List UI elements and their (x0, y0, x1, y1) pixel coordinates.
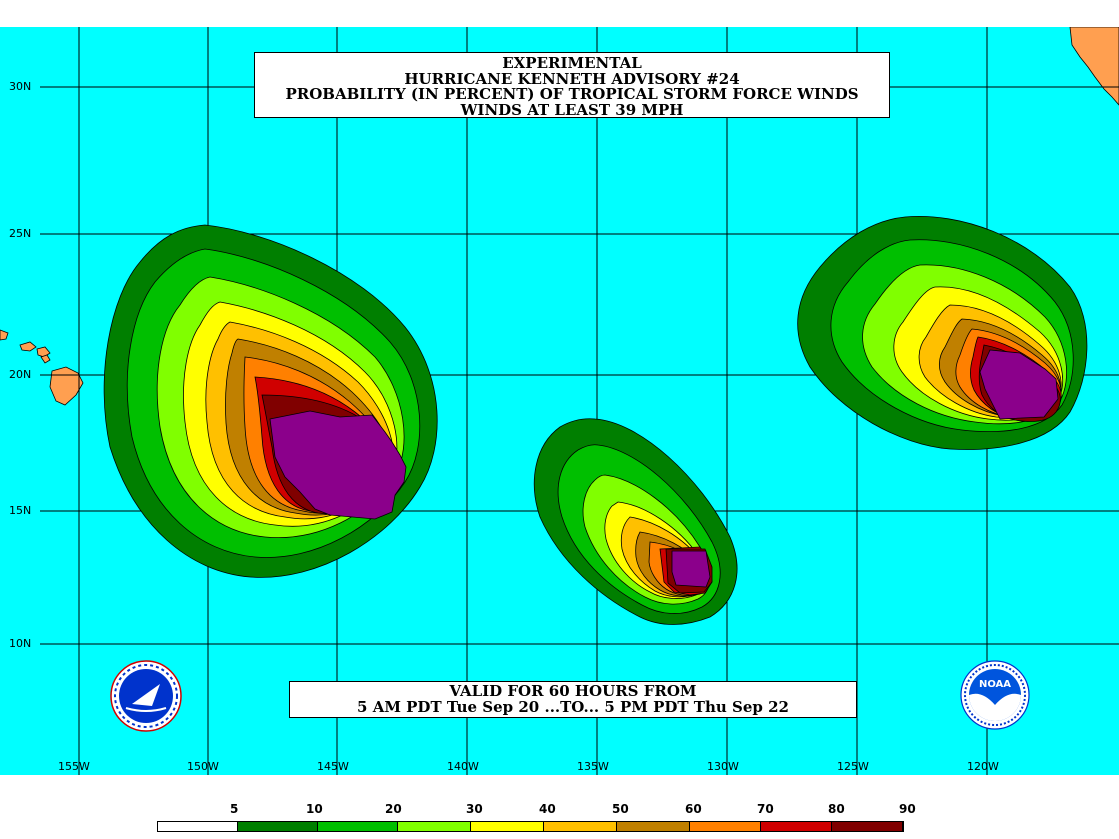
lat-label-10n: 10N (9, 637, 32, 650)
legend-value-60: 60 (685, 802, 702, 816)
probability-map (0, 27, 1119, 775)
lon-label-135w: 135W (577, 760, 609, 773)
valid-period-box: VALID FOR 60 HOURS FROM 5 AM PDT Tue Sep… (289, 681, 857, 718)
swath-east (797, 215, 1088, 450)
legend-swatch-4 (471, 822, 544, 831)
lon-label-125w: 125W (837, 760, 869, 773)
legend-value-80: 80 (828, 802, 845, 816)
legend-swatch-1 (238, 822, 318, 831)
noaa-logo: NOAA (960, 660, 1030, 730)
legend-value-70: 70 (757, 802, 774, 816)
lat-label-20n: 20N (9, 368, 32, 381)
legend-color-bar (157, 821, 904, 832)
legend-value-90: 90 (899, 802, 916, 816)
lon-label-155w: 155W (58, 760, 90, 773)
lat-label-15n: 15N (9, 504, 32, 517)
lat-label-30n: 30N (9, 80, 32, 93)
baja-coastline (1069, 27, 1119, 106)
valid-line-1: VALID FOR 60 HOURS FROM (449, 682, 697, 700)
title-line-4: WINDS AT LEAST 39 MPH (460, 100, 684, 119)
legend-value-20: 20 (385, 802, 402, 816)
nws-logo (110, 660, 182, 732)
lon-label-145w: 145W (317, 760, 349, 773)
legend-swatch-2 (318, 822, 398, 831)
legend-swatch-0 (158, 822, 238, 831)
legend-swatch-5 (544, 822, 617, 831)
legend-value-5: 5 (230, 802, 239, 816)
hawaii-islands (0, 329, 84, 406)
title-line-3: PROBABILITY (IN PERCENT) OF TROPICAL STO… (285, 85, 859, 103)
legend-values: 5 10 20 30 40 50 60 70 80 90 (0, 802, 1119, 816)
legend-value-10: 10 (306, 802, 323, 816)
swath-west (103, 224, 438, 578)
legend-value-40: 40 (539, 802, 556, 816)
legend-swatch-9 (832, 822, 903, 831)
valid-line-2: 5 AM PDT Tue Sep 20 ...TO... 5 PM PDT Th… (357, 697, 789, 716)
lon-label-140w: 140W (447, 760, 479, 773)
title-line-1: EXPERIMENTAL (502, 54, 642, 72)
legend-swatch-6 (617, 822, 690, 831)
legend-value-50: 50 (612, 802, 629, 816)
lon-label-130w: 130W (707, 760, 739, 773)
legend-swatch-8 (761, 822, 832, 831)
lat-label-25n: 25N (9, 227, 32, 240)
noaa-logo-text: NOAA (979, 679, 1011, 690)
swath-center (533, 418, 738, 625)
map-title: EXPERIMENTAL HURRICANE KENNETH ADVISORY … (254, 52, 890, 118)
lon-label-120w: 120W (967, 760, 999, 773)
legend-swatch-3 (398, 822, 471, 831)
legend-value-30: 30 (466, 802, 483, 816)
legend-swatch-7 (690, 822, 761, 831)
title-line-2: HURRICANE KENNETH ADVISORY #24 (404, 69, 740, 88)
lon-label-150w: 150W (187, 760, 219, 773)
map-area: 30N 25N 20N 15N 10N EXPERIMENTAL HURRICA… (0, 27, 1119, 775)
